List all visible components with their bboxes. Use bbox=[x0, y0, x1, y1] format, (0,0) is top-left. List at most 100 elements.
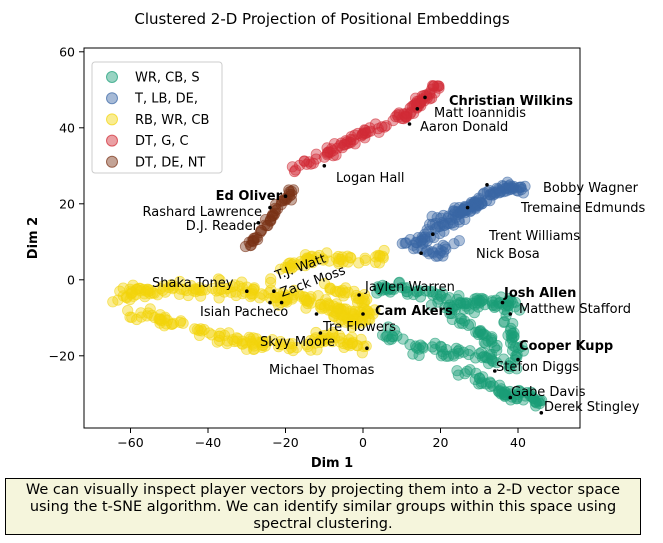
scatter-point bbox=[221, 335, 234, 347]
annotation-label: Bobby Wagner bbox=[543, 181, 639, 196]
scatter-point bbox=[408, 243, 420, 255]
scatter-point bbox=[328, 300, 340, 312]
scatter-point bbox=[302, 340, 314, 353]
scatter-point bbox=[153, 313, 165, 325]
annotation-label: Christian Wilkins bbox=[449, 94, 573, 109]
scatter-point bbox=[213, 334, 226, 347]
scatter-point bbox=[440, 343, 452, 356]
scatter-point bbox=[274, 339, 286, 351]
legend: WR, CB, S T, LB, DE, RB, WR, CB DT, G, C DT,… bbox=[91, 61, 223, 174]
y-tick-label: 20 bbox=[59, 196, 75, 211]
scatter-point bbox=[286, 337, 298, 350]
legend-marker bbox=[106, 113, 118, 126]
scatter-point bbox=[463, 348, 475, 361]
annotation-dot bbox=[465, 205, 470, 210]
scatter-point bbox=[473, 372, 485, 384]
caption-box: We can visually inspect player vectors b… bbox=[5, 478, 641, 535]
scatter-point bbox=[484, 189, 496, 201]
chart-title: Clustered 2-D Projection of Positional E… bbox=[134, 10, 509, 28]
scatter-point bbox=[515, 183, 528, 196]
scatter-point bbox=[462, 319, 474, 331]
scatter-point bbox=[298, 294, 311, 306]
plot-frame bbox=[83, 47, 581, 429]
scatter-point bbox=[288, 165, 301, 178]
scatter-point bbox=[407, 288, 420, 301]
annotation-label: D.J. Reader bbox=[186, 219, 259, 234]
annotation-label: Stefon Diggs bbox=[496, 360, 579, 375]
annotation-label: Aaron Donald bbox=[420, 120, 508, 135]
annotation-dot bbox=[283, 194, 288, 198]
scatter-point bbox=[519, 180, 531, 192]
scatter-point bbox=[437, 246, 450, 258]
scatter-point bbox=[419, 228, 431, 240]
annotation-label: Matt Ioannidis bbox=[434, 106, 526, 121]
caption-line: We can visually inspect player vectors b… bbox=[25, 482, 621, 498]
annotation-label: Cam Akers bbox=[375, 304, 453, 319]
scatter-point bbox=[318, 151, 330, 163]
annotation-dot bbox=[318, 331, 323, 335]
scatter-point bbox=[388, 324, 401, 336]
annotation-dot bbox=[407, 122, 412, 126]
legend-marker bbox=[106, 155, 118, 168]
scatter-point bbox=[335, 332, 347, 344]
scatter-point bbox=[482, 357, 495, 370]
annotation-dot bbox=[539, 411, 544, 415]
scatter-point bbox=[207, 282, 219, 294]
scatter-point bbox=[269, 199, 282, 211]
scatter-point bbox=[288, 284, 300, 296]
scatter-point bbox=[532, 395, 544, 407]
caption-line: using the t-SNE algorithm. We can identi… bbox=[29, 499, 617, 515]
scatter-point bbox=[213, 330, 225, 342]
annotation-label: Tremaine Edmunds bbox=[520, 201, 646, 216]
scatter-point bbox=[473, 294, 485, 306]
scatter-point bbox=[505, 294, 517, 306]
legend-label: T, LB, DE, bbox=[134, 92, 198, 107]
scatter-point bbox=[317, 334, 329, 346]
annotation-label: Tre Flowers bbox=[322, 320, 396, 335]
annotation-dot bbox=[361, 312, 365, 316]
scatter-point bbox=[493, 386, 505, 398]
scatter-point bbox=[124, 283, 136, 295]
scatter-point bbox=[512, 342, 525, 354]
caption-line: spectral clustering. bbox=[253, 516, 393, 532]
scatter-point bbox=[429, 337, 441, 349]
scatter-point bbox=[436, 287, 448, 299]
annotation-dot bbox=[485, 183, 489, 187]
scatter-point bbox=[432, 296, 444, 308]
scatter-point bbox=[195, 290, 207, 302]
scatter-point bbox=[264, 215, 276, 227]
scatter-point bbox=[286, 291, 298, 303]
annotation-dot bbox=[516, 357, 520, 362]
scatter-chart: Clustered 2-D Projection of Positional E… bbox=[26, 10, 646, 471]
annotation-dot bbox=[357, 293, 361, 297]
scatter-point bbox=[376, 121, 388, 133]
scatter-point bbox=[159, 313, 171, 325]
scatter-point bbox=[387, 331, 399, 343]
y-tick-label: 60 bbox=[59, 44, 75, 59]
scatter-point bbox=[330, 149, 342, 161]
scatter-point bbox=[276, 195, 289, 207]
x-tick-label: −60 bbox=[117, 435, 143, 450]
scatter-point bbox=[469, 293, 481, 305]
scatter-point bbox=[195, 323, 207, 335]
annotation-label: Cooper Kupp bbox=[519, 339, 613, 354]
y-tick-label: −20 bbox=[49, 348, 75, 363]
legend-label: WR, CB, S bbox=[135, 71, 200, 86]
scatter-point bbox=[488, 301, 501, 313]
scatter-point bbox=[193, 282, 205, 294]
scatter-point bbox=[382, 284, 394, 296]
scatter-point bbox=[331, 286, 343, 298]
scatter-point bbox=[340, 303, 352, 315]
scatter-point bbox=[426, 210, 438, 222]
scatter-point bbox=[359, 125, 371, 137]
scatter-point bbox=[418, 95, 430, 107]
scatter-point bbox=[432, 243, 444, 255]
scatter-point bbox=[246, 289, 258, 301]
scatter-point bbox=[154, 309, 166, 321]
annotation-dot bbox=[272, 289, 276, 294]
scatter-point bbox=[475, 295, 487, 308]
annotation-dot bbox=[365, 346, 369, 351]
scatter-point bbox=[504, 360, 516, 373]
scatter-point bbox=[191, 323, 203, 336]
